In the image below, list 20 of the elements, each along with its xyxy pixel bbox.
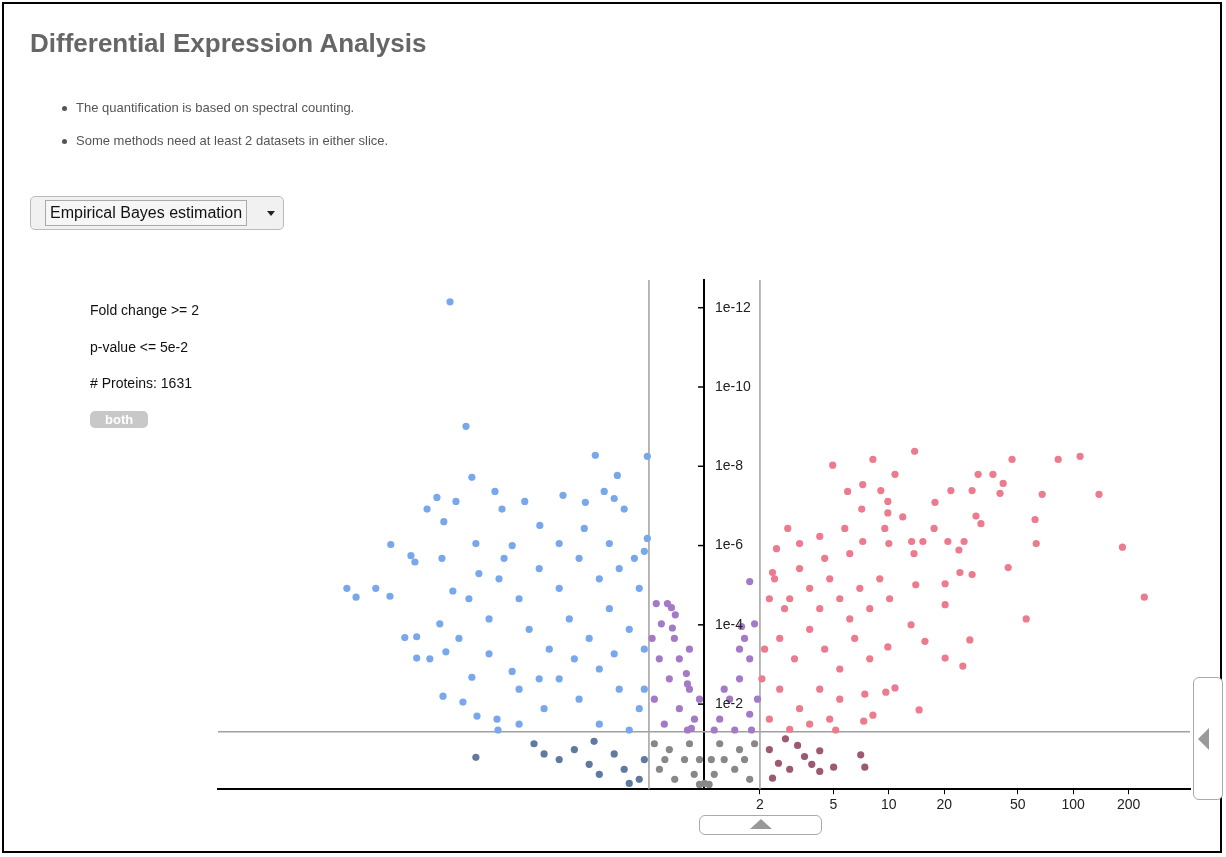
x-tick-label: 5 <box>829 796 838 813</box>
text: The quantification is based on spectral counting. <box>76 100 355 115</box>
y-tick-label: 1e-8 <box>715 457 744 474</box>
text: p-value <= 5e-2 <box>90 339 189 355</box>
y-tick-label: 1e-4 <box>715 615 744 632</box>
x-tick-label: 2 <box>756 796 765 813</box>
y-tick-label: 1e-12 <box>715 298 752 315</box>
x-tick-label: 10 <box>881 796 897 813</box>
y-tick-label: 1e-6 <box>715 536 744 553</box>
chart-title: Differential Expression Analysis <box>30 28 427 59</box>
y-tick-label: 1e-2 <box>715 694 744 711</box>
text: Empirical Bayes estimation <box>45 200 248 226</box>
x-tick-label: 100 <box>1061 796 1086 813</box>
x-tick-label: 200 <box>1117 796 1141 813</box>
y-tick-label: 1e-10 <box>715 377 752 394</box>
x-tick-label: 50 <box>1009 796 1026 813</box>
x-tick-label: 20 <box>936 796 953 813</box>
text: # Proteins: 1631 <box>90 375 192 391</box>
text: Fold change >= 2 <box>90 302 199 318</box>
text: Some methods need at least 2 datasets in either slice. <box>76 133 389 148</box>
